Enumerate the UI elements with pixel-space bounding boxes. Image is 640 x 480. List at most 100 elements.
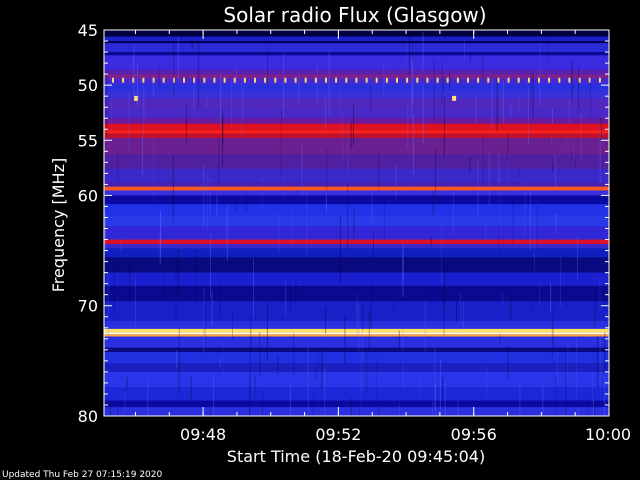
noise-streak [366, 348, 368, 394]
noise-streak [362, 304, 364, 331]
noise-streak [434, 147, 436, 194]
noise-streak [560, 256, 562, 308]
noise-streak [361, 332, 363, 362]
noise-streak [185, 102, 187, 144]
interference-dot [497, 77, 500, 83]
y-tick-label: 80 [78, 407, 98, 426]
interference-dot [477, 77, 480, 83]
frequency-band [104, 74, 609, 79]
noise-streak [530, 70, 532, 108]
noise-streak [518, 167, 520, 177]
noise-streak [128, 92, 130, 152]
noise-streak [303, 276, 304, 287]
noise-streak [594, 290, 596, 327]
noise-streak [565, 135, 567, 148]
interference-dot [436, 77, 439, 83]
noise-streak [368, 310, 370, 351]
noise-streak [261, 177, 263, 211]
interference-dot [152, 77, 155, 83]
interference-dot [213, 77, 216, 83]
y-tick-label: 45 [78, 21, 98, 40]
noise-streak [289, 284, 291, 310]
noise-streak [253, 257, 254, 319]
noise-streak [452, 184, 454, 235]
frequency-band [104, 363, 609, 372]
noise-streak [324, 367, 326, 416]
noise-streak [411, 55, 413, 120]
noise-streak [356, 293, 358, 335]
noise-streak [278, 214, 280, 253]
noise-streak [600, 116, 602, 140]
frequency-band [104, 98, 609, 110]
noise-streak [475, 96, 477, 123]
frequency-band [104, 133, 609, 139]
noise-streak [412, 114, 414, 174]
interference-dot [426, 77, 429, 83]
noise-streak [552, 163, 553, 172]
interference-dot [183, 77, 185, 83]
noise-streak [206, 97, 208, 108]
noise-streak [121, 383, 123, 397]
frequency-band [104, 123, 609, 131]
noise-streak [307, 346, 309, 413]
noise-streak [177, 36, 179, 83]
noise-streak [383, 62, 385, 95]
interference-dot [233, 77, 236, 83]
noise-streak [548, 34, 550, 62]
frequency-band [104, 226, 609, 240]
interference-dot [193, 77, 196, 83]
noise-streak [542, 384, 544, 416]
noise-streak [306, 191, 308, 256]
noise-streak [126, 377, 128, 391]
noise-streak [222, 340, 224, 374]
noise-streak [555, 376, 557, 416]
noise-streak [249, 404, 251, 416]
noise-streak [567, 340, 569, 387]
noise-streak [463, 40, 465, 62]
noise-streak [498, 222, 500, 269]
x-tick-label: 09:52 [315, 425, 361, 444]
noise-streak [571, 60, 573, 102]
noise-streak [153, 136, 155, 203]
noise-streak [220, 73, 222, 130]
noise-streak [126, 412, 127, 416]
noise-streak [434, 346, 436, 412]
noise-streak [402, 259, 404, 297]
noise-streak [459, 292, 461, 325]
noise-streak [137, 62, 138, 106]
noise-streak [527, 87, 529, 144]
noise-streak [442, 376, 444, 400]
noise-streak [342, 111, 344, 164]
noise-streak [412, 61, 414, 104]
noise-streak [432, 401, 434, 416]
noise-streak [371, 188, 373, 224]
interference-dot [264, 77, 267, 83]
y-tick-label: 70 [78, 297, 98, 316]
noise-streak [110, 400, 112, 416]
frequency-band [104, 186, 609, 191]
interference-dot [517, 77, 520, 83]
noise-streak [534, 222, 535, 271]
noise-streak [226, 204, 228, 262]
noise-streak [577, 237, 578, 279]
interference-dot [162, 77, 165, 83]
noise-streak [431, 288, 433, 305]
noise-streak [209, 178, 211, 216]
noise-streak [325, 189, 327, 214]
noise-streak [507, 345, 509, 381]
noise-streak [105, 213, 106, 251]
noise-streak [469, 157, 471, 173]
frequency-band [104, 321, 609, 329]
noise-streak [207, 172, 208, 230]
interference-dot [172, 77, 175, 83]
noise-streak [393, 297, 394, 311]
noise-streak [290, 384, 291, 416]
noise-streak [550, 282, 552, 313]
noise-streak [318, 354, 319, 370]
noise-streak [191, 39, 193, 50]
noise-streak [435, 384, 437, 416]
noise-streak [588, 396, 590, 416]
frequency-band [104, 41, 609, 44]
noise-streak [375, 357, 377, 403]
interference-dot [325, 77, 327, 83]
